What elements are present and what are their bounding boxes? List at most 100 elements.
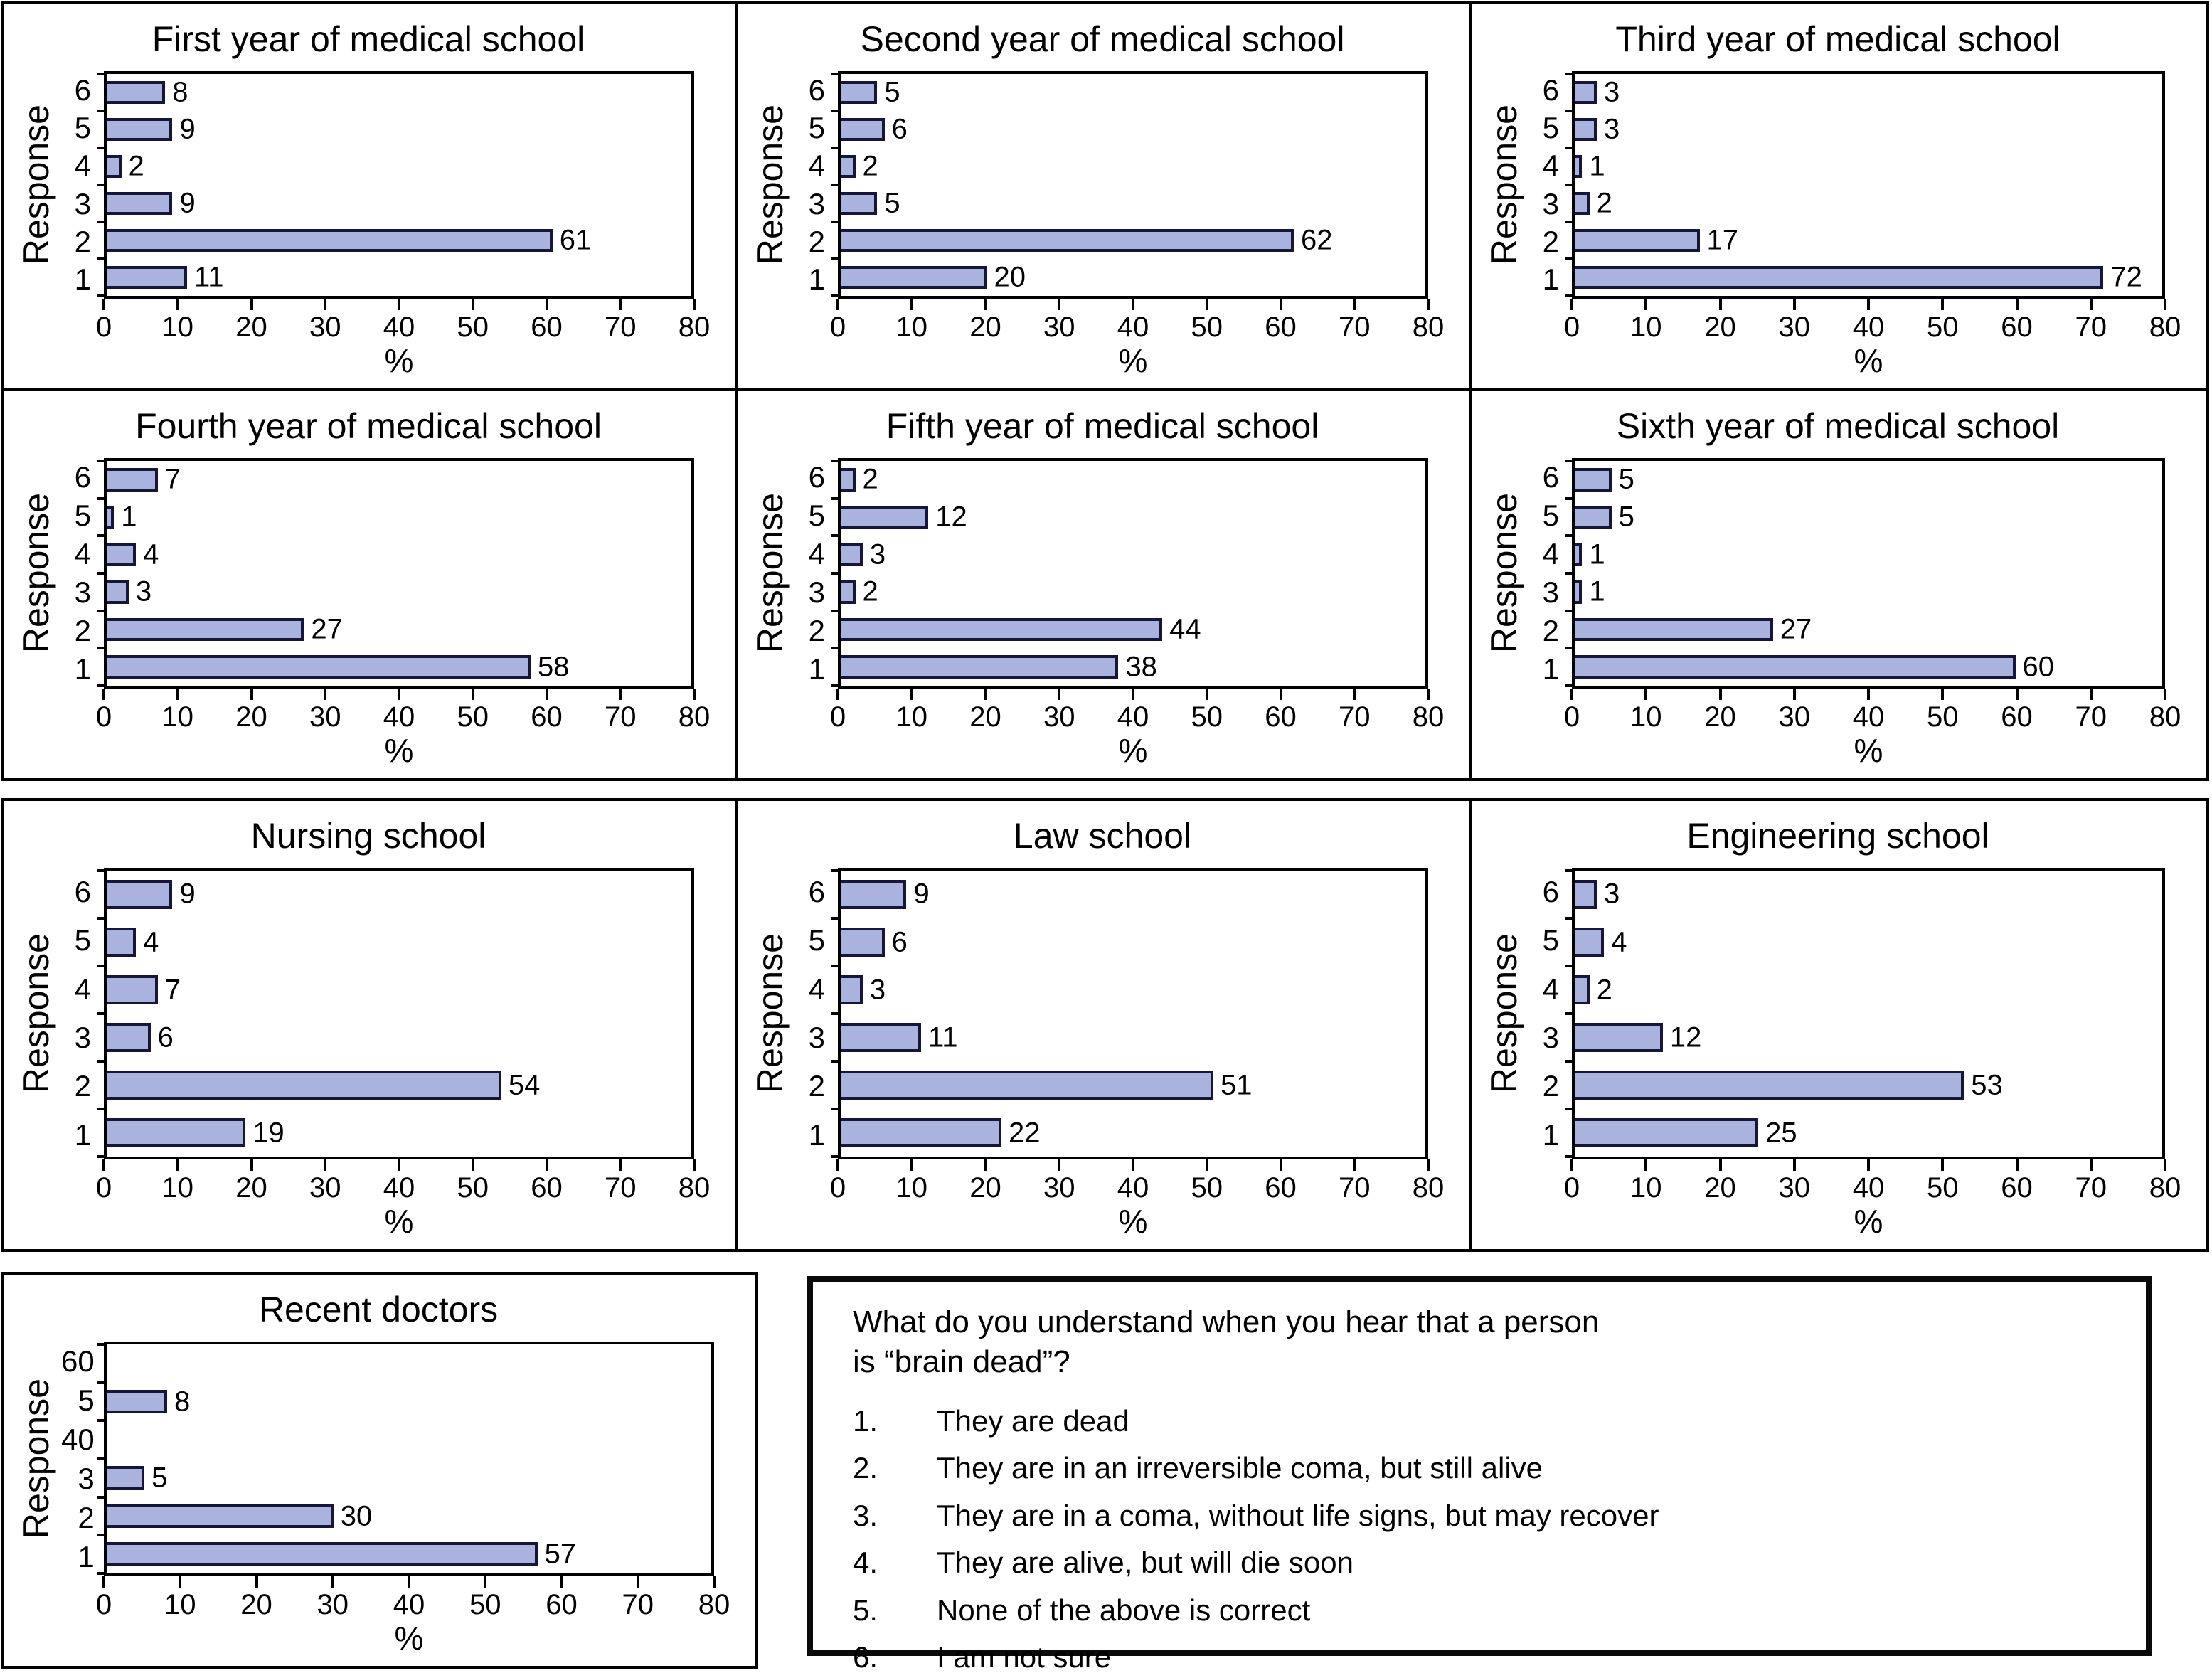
- x-tick: [836, 299, 839, 310]
- category-label: 4: [1542, 537, 1559, 570]
- x-tick: [1570, 689, 1573, 700]
- bar: [107, 1542, 538, 1566]
- x-tick-label: 10: [164, 1589, 196, 1620]
- x-tick-label: 40: [1117, 1172, 1149, 1204]
- y-axis-title-text: Response: [750, 493, 790, 654]
- y-axis-title: Response: [1479, 71, 1529, 299]
- y-axis-title: Response: [11, 458, 61, 689]
- x-tick-label: 50: [469, 1589, 501, 1620]
- bar: [1575, 617, 1773, 642]
- category-label: 3: [1542, 575, 1559, 609]
- bar-value-label: 9: [179, 878, 196, 910]
- question-option-1: 1. They are dead: [853, 1403, 2107, 1440]
- x-tick-label: 80: [698, 1589, 730, 1620]
- bar: [107, 154, 122, 179]
- y-tick: [831, 184, 841, 186]
- x-tick-label: 40: [1852, 701, 1885, 733]
- bar-value-label: 2: [128, 150, 144, 182]
- x-tick-label: 10: [161, 1172, 194, 1204]
- x-tick-label: 20: [969, 701, 1001, 733]
- y-tick: [1565, 869, 1575, 872]
- x-tick: [910, 299, 913, 310]
- bar: [107, 974, 158, 1005]
- y-tick: [1565, 257, 1575, 260]
- x-tick: [693, 689, 696, 700]
- bar-value-label: 6: [891, 113, 908, 145]
- x-tick-label: 30: [317, 1589, 349, 1620]
- bar: [107, 265, 188, 290]
- bar: [107, 117, 173, 142]
- x-tick: [2089, 1159, 2093, 1171]
- x-tick: [2164, 1159, 2166, 1171]
- category-label: 6: [808, 460, 825, 494]
- category-label: 40: [61, 1422, 95, 1456]
- x-tick-label: 20: [235, 701, 267, 733]
- x-tick-label: 70: [2075, 701, 2107, 733]
- x-tick-label: 30: [309, 701, 341, 733]
- question-options: 1. They are dead 2. They are in an irrever…: [853, 1403, 2107, 1673]
- x-tick: [984, 299, 987, 310]
- bar: [1575, 228, 1700, 253]
- x-tick: [471, 689, 474, 700]
- x-tick: [1132, 689, 1134, 700]
- x-tick: [176, 299, 179, 310]
- x-tick-label: 20: [235, 312, 267, 343]
- x-tick: [1792, 689, 1796, 700]
- plot-area: 8 5 30 57: [97, 1342, 714, 1576]
- question-option-2: 2. They are in an irreversible coma, but …: [853, 1450, 2107, 1487]
- panel-cell: Fourth year of medical school Response 6 5 4…: [4, 391, 738, 778]
- bar-value-label: 58: [537, 651, 570, 683]
- x-tick-label: 0: [95, 312, 112, 343]
- category-label: 1: [1542, 652, 1559, 686]
- x-axis-ticks: 0 10 20 30 40 50 60 70 80: [1564, 1159, 2181, 1204]
- x-tick: [984, 689, 987, 700]
- y-axis-title: Response: [1479, 868, 1529, 1159]
- x-tick-label: 0: [829, 312, 846, 343]
- y-tick: [97, 869, 107, 872]
- bar-value-label: 22: [1009, 1117, 1041, 1148]
- x-tick-label: 30: [309, 312, 341, 343]
- bar-value-label: 3: [869, 538, 886, 570]
- x-tick: [324, 689, 327, 700]
- category-label: 2: [808, 614, 825, 647]
- category-label: 1: [1542, 262, 1559, 297]
- question-line-1: What do you understand when you hear tha…: [853, 1305, 1600, 1339]
- x-tick: [1718, 689, 1722, 700]
- chart-panel-nursing: Nursing school Response 6 5 4 3 2 1 9 4 7 6 54 19 0 10 2…: [4, 801, 735, 1249]
- x-tick-label: 60: [1265, 1172, 1297, 1204]
- bar-value-label: 9: [913, 878, 930, 910]
- bar: [1575, 580, 1583, 604]
- x-tick: [102, 1576, 105, 1588]
- x-axis-ticks: 0 10 20 30 40 50 60 70 80: [830, 689, 1444, 733]
- x-tick: [2164, 689, 2166, 700]
- x-tick: [619, 299, 622, 310]
- x-tick-label: 10: [895, 1172, 928, 1204]
- bar-value-label: 2: [862, 150, 878, 182]
- category-label: 5: [808, 499, 825, 532]
- x-tick-label: 10: [1630, 312, 1662, 343]
- y-axis-title: Response: [11, 868, 61, 1159]
- bar: [107, 580, 129, 604]
- chart-title: Third year of medical school: [1615, 19, 2061, 59]
- question-option-6: 6. I am not sure: [853, 1639, 2107, 1673]
- y-axis-title-text: Response: [750, 933, 790, 1094]
- bar: [841, 879, 907, 910]
- category-axis: 6 5 4 3 2 1: [1529, 868, 1572, 1159]
- x-tick: [102, 1159, 105, 1171]
- bar: [107, 1070, 501, 1100]
- x-axis-label: %: [1118, 732, 1148, 769]
- y-tick: [97, 534, 107, 538]
- chart-body: Response 6 5 4 3 2 1 3 3 1 2 17 72 0 10 20 30 40 50 60 70 80%: [1479, 71, 2181, 383]
- bar-value-label: 27: [311, 613, 343, 645]
- y-tick: [97, 1572, 107, 1575]
- x-tick: [619, 1159, 622, 1171]
- panel-cell: Law school Response 6 5 4 3 2 1 9 6 3 11 51 22 0 10 20 30…: [738, 801, 1472, 1249]
- category-label: 3: [1542, 1021, 1559, 1055]
- x-axis-label: %: [384, 342, 414, 379]
- x-tick: [471, 299, 474, 310]
- y-tick: [1565, 609, 1575, 612]
- bar-value-label: 7: [164, 974, 181, 1005]
- x-tick: [1570, 1159, 1573, 1171]
- x-tick: [1644, 689, 1648, 700]
- chart-panel-law: Law school Response 6 5 4 3 2 1 9 6 3 11 51 22 0 10 20 30…: [738, 801, 1469, 1249]
